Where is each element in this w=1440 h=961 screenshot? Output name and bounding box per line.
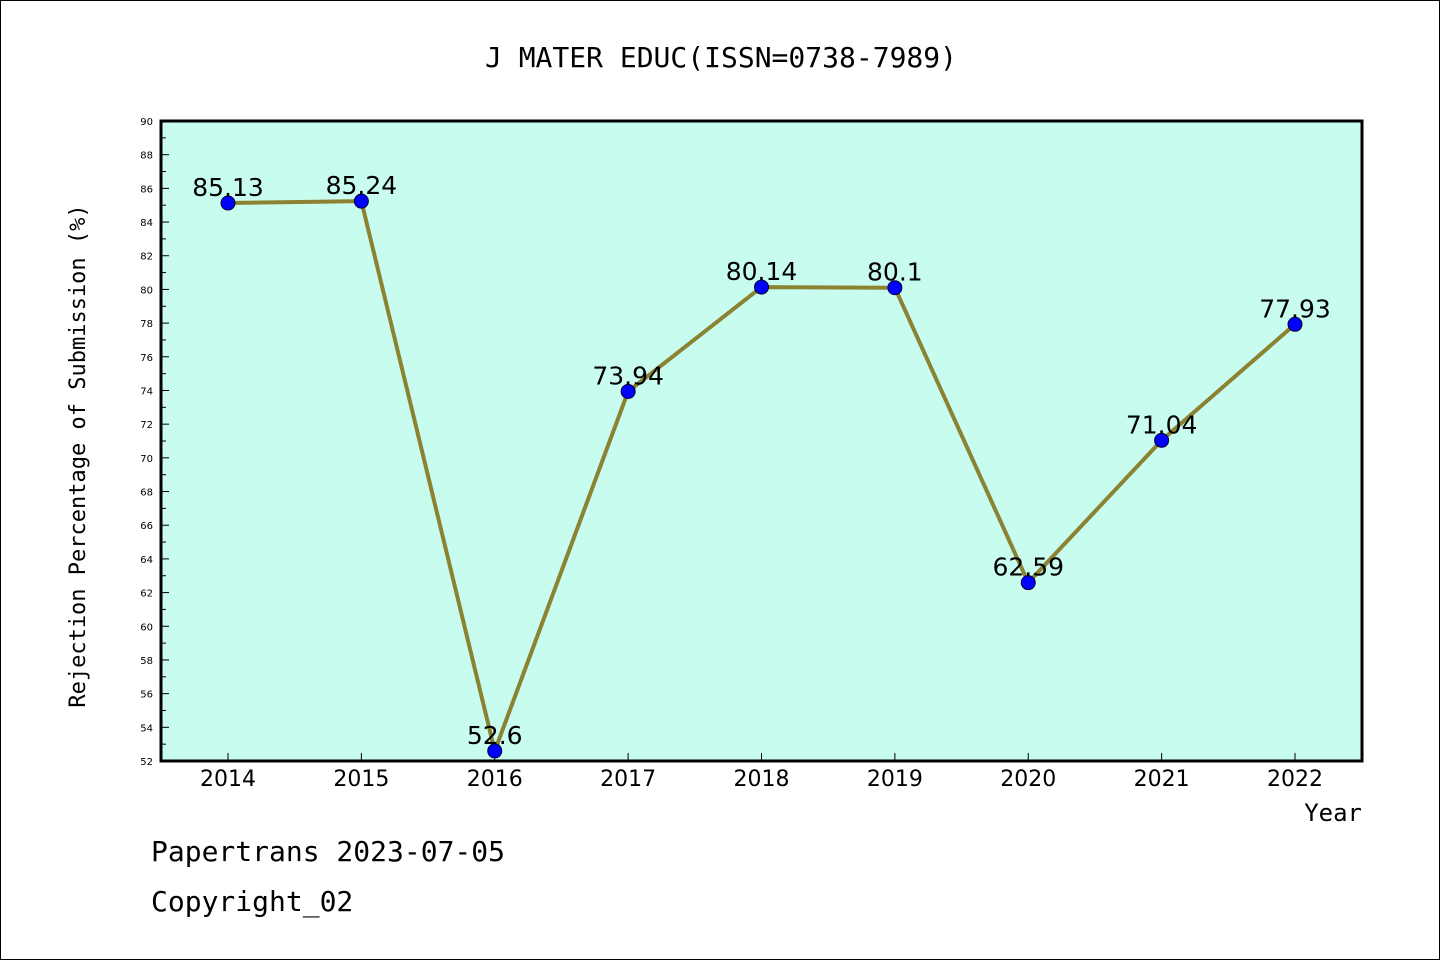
- data-point-marker: [1020, 575, 1036, 591]
- y-tick-label: 62: [140, 589, 153, 600]
- x-tick-label: 2018: [734, 767, 790, 792]
- series-group: 85.13 85.24 52.6 73.94 80.14 80.1 62.59 71.04 77…: [192, 171, 1331, 759]
- data-point-label: 77.93: [1259, 294, 1331, 323]
- x-tick-label: 2015: [333, 767, 389, 792]
- y-axis-label: Rejection Percentage of Submission (%): [66, 204, 91, 707]
- data-point-marker: [353, 193, 369, 209]
- y-tick-label: 90: [140, 117, 153, 128]
- y-tick-label: 80: [140, 285, 153, 296]
- y-tick-label: 84: [140, 218, 153, 229]
- data-point-label: 85.13: [192, 173, 264, 202]
- data-point-label: 62.59: [992, 553, 1064, 582]
- plot-border: [159, 119, 1364, 763]
- x-tick-label: 2016: [467, 767, 523, 792]
- x-tick-label: 2020: [1000, 767, 1056, 792]
- data-point-label: 73.94: [592, 361, 664, 390]
- y-tick-label: 60: [140, 622, 153, 633]
- y-tick-label: 74: [140, 386, 153, 397]
- y-tick-label: 68: [140, 488, 153, 499]
- x-tick-label: 2019: [867, 767, 923, 792]
- footer-date-text: Papertrans 2023-07-05: [151, 835, 506, 868]
- data-point-marker: [620, 383, 636, 399]
- data-point-marker: [1154, 432, 1170, 448]
- data-point-marker: [1287, 316, 1303, 332]
- y-tick-label: 52: [140, 757, 153, 768]
- y-tick-label: 64: [140, 555, 153, 566]
- data-point-marker: [487, 743, 503, 759]
- data-point-label: 80.1: [867, 258, 923, 287]
- y-tick-label: 66: [140, 521, 153, 532]
- y-tick-label: 78: [140, 319, 153, 330]
- data-point-marker: [754, 279, 769, 295]
- y-tick-label: 54: [140, 723, 153, 734]
- y-tick-label: 82: [140, 252, 153, 263]
- x-tick-label: 2017: [600, 767, 656, 792]
- data-point-label: 80.14: [726, 257, 798, 286]
- y-tick-label: 58: [140, 656, 153, 667]
- y-tick-label: 72: [140, 420, 153, 431]
- chart-title: J MATER EDUC(ISSN=0738-7989): [485, 41, 957, 74]
- data-point-label: 85.24: [326, 171, 398, 200]
- y-tick-label: 70: [140, 454, 153, 465]
- data-point-marker: [887, 280, 903, 296]
- data-point-label: 71.04: [1126, 410, 1198, 439]
- data-point-marker: [220, 195, 236, 211]
- x-axis: 2014 2015 2016 2017 2018 2019 2020 2021 2022: [200, 753, 1323, 792]
- x-tick-label: 2021: [1134, 767, 1190, 792]
- x-tick-label: 2014: [200, 767, 256, 792]
- y-tick-label: 86: [140, 184, 153, 195]
- y-tick-label: 56: [140, 690, 153, 701]
- x-tick-label: 2022: [1267, 767, 1323, 792]
- y-tick-label: 88: [140, 151, 153, 162]
- y-tick-label: 76: [140, 353, 153, 364]
- footer-copyright-text: Copyright_02: [151, 885, 354, 918]
- data-point-label: 52.6: [467, 721, 523, 750]
- plot-area: [161, 121, 1362, 761]
- x-axis-label: Year: [1304, 799, 1362, 827]
